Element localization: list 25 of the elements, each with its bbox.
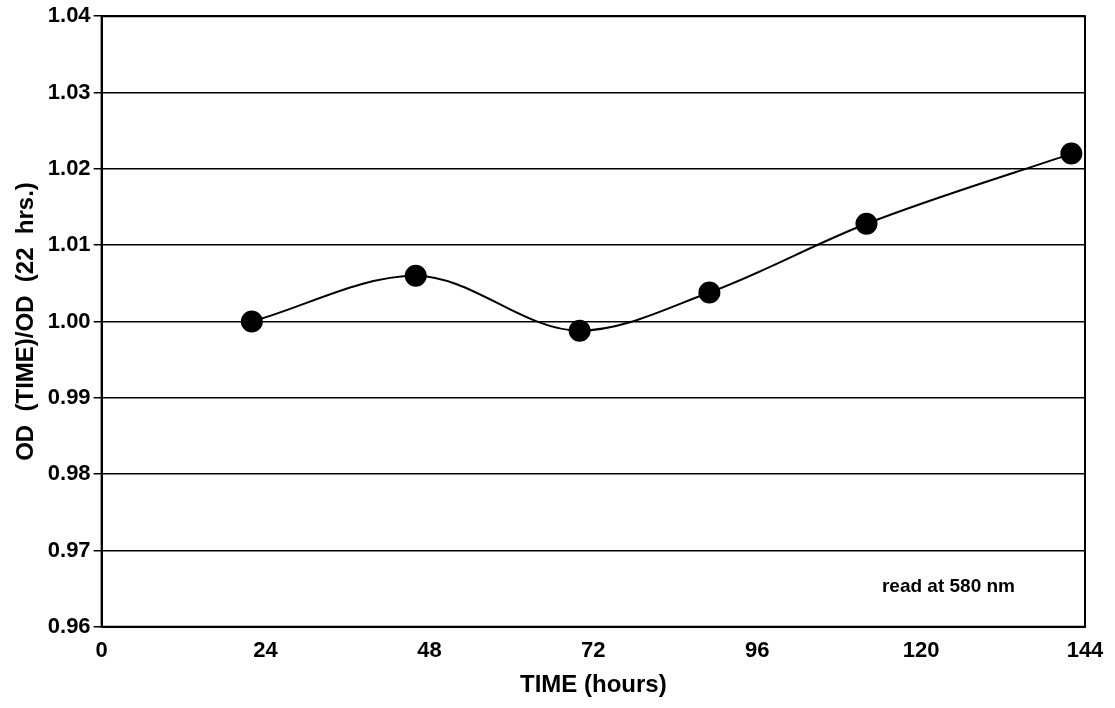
- x-tick-label: 96: [744, 637, 770, 663]
- point: [855, 212, 878, 235]
- y-tick-label: 1.03: [47, 78, 91, 104]
- point: [240, 310, 263, 333]
- y-tick-label: 1.02: [47, 154, 91, 180]
- x-axis-title: TIME (hours): [519, 670, 667, 698]
- x-tick-label: 48: [417, 637, 442, 663]
- y-tick-label: 1.04: [47, 2, 92, 28]
- x-tick-label: 24: [253, 637, 279, 663]
- y-tick-label: 0.96: [47, 612, 91, 638]
- annotation: read at 580 nm: [881, 575, 1015, 597]
- x-tick-label: 0: [95, 637, 108, 663]
- y-tick-label: 1.00: [47, 307, 91, 333]
- y-axis-title: OD (TIME)/OD (22 hrs.): [11, 182, 39, 461]
- x-tick-label: 120: [902, 637, 940, 663]
- y-tick-label: 0.98: [47, 460, 91, 486]
- point: [404, 264, 427, 287]
- y-tick-label: 1.01: [47, 231, 91, 257]
- x-tick-label: 72: [581, 637, 606, 663]
- point: [568, 319, 591, 342]
- y-tick-label: 0.97: [47, 536, 91, 562]
- point: [698, 281, 721, 304]
- x-tick-label: 144: [1066, 637, 1105, 663]
- point: [1060, 142, 1083, 165]
- y-tick-label: 0.99: [47, 383, 91, 409]
